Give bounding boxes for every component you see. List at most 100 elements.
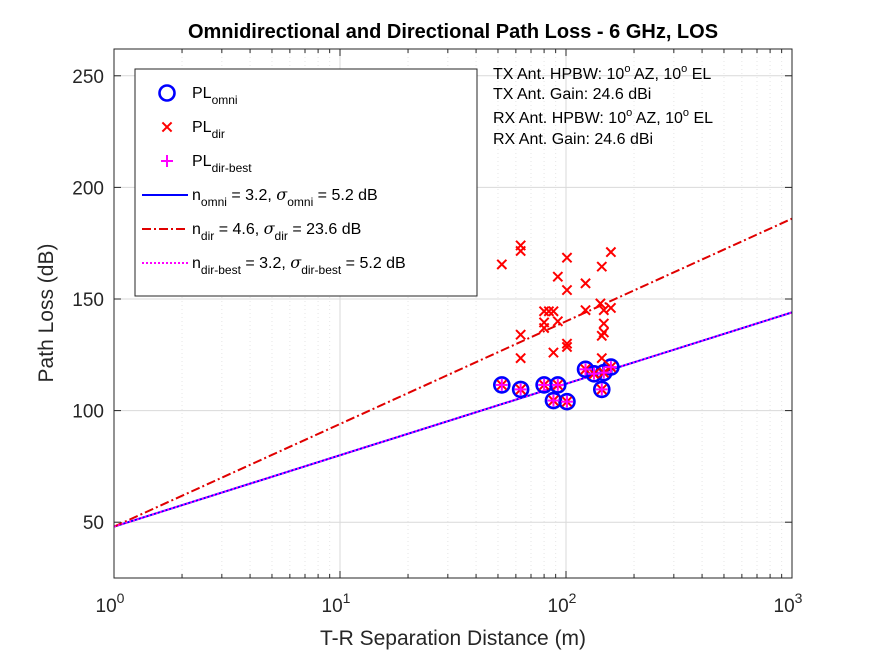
x-tick-exponent: 2 — [569, 590, 577, 606]
data-point-dir — [515, 329, 526, 341]
legend-label-part: n — [192, 255, 201, 272]
x-tick-base: 10 — [96, 596, 117, 617]
x-marker-stroke — [548, 347, 559, 358]
x-tick-label: 103 — [774, 590, 803, 617]
data-point-dir — [552, 316, 564, 327]
data-point-dir — [605, 302, 617, 314]
data-point-dir — [580, 278, 591, 289]
legend-label-omni: PLomni — [192, 85, 238, 107]
legend-label-part: dir — [275, 229, 288, 243]
legend-label-part: 5.2 dB — [359, 255, 405, 272]
x-marker-stroke — [596, 352, 608, 364]
data-point-dir — [605, 246, 617, 258]
x-tick-exponent: 1 — [343, 590, 351, 606]
legend-label-dir: PLdir — [192, 119, 225, 141]
legend-label-part: 3.2 — [259, 255, 281, 272]
legend-label-part: 3.2 — [245, 187, 267, 204]
x-marker-stroke — [543, 305, 555, 317]
y-tick-label: 50 — [83, 513, 104, 534]
legend-label-part: = — [214, 221, 232, 238]
data-point-dir-best — [595, 383, 608, 396]
data-point-dir-best — [604, 361, 617, 374]
data-point-dir-best — [551, 378, 564, 391]
data-point-dir-best — [538, 378, 551, 391]
legend-label-main: PL — [192, 153, 212, 170]
data-point-dir — [548, 305, 559, 317]
fit-lines — [113, 217, 793, 528]
legend-marker-dir — [161, 121, 173, 133]
data-point-omni — [493, 376, 511, 394]
x-marker-stroke — [548, 305, 559, 317]
legend-label-part: , — [255, 221, 264, 238]
legend-label-part: omni — [201, 195, 227, 209]
legend-label-part: dir-best — [301, 263, 342, 277]
legend-label-sub: dir — [212, 127, 225, 141]
x-tick-exponent: 0 — [117, 590, 125, 606]
legend-label-part: = — [288, 221, 306, 238]
data-point-dir — [598, 318, 610, 329]
data-point-dir — [598, 327, 610, 338]
x-tick-base: 10 — [774, 596, 795, 617]
x-marker-stroke — [598, 304, 610, 316]
y-tick-label: 200 — [72, 178, 104, 199]
legend-label-sub: dir-best — [212, 161, 253, 175]
data-point-dir-best — [579, 363, 592, 376]
data-point-dir-best — [495, 378, 508, 391]
legend-label-part: = — [313, 187, 331, 204]
plot-frame — [113, 48, 793, 579]
data-point-dir — [515, 352, 526, 364]
data-point-dir-best — [514, 383, 527, 396]
legend-label-main: PL — [192, 119, 212, 136]
x-marker-stroke — [580, 278, 591, 289]
legend-label-part: = — [341, 255, 359, 272]
y-tick-label: 100 — [72, 402, 104, 423]
y-axis-label: Path Loss (dB) — [35, 244, 58, 383]
data-point-dir — [538, 322, 550, 334]
fit-line-fit-dir_best — [113, 311, 793, 528]
tx-gain-annotation: TX Ant. Gain: 24.6 dBi — [493, 86, 651, 103]
x-marker-stroke — [161, 121, 173, 133]
y-tick-label: 150 — [72, 290, 104, 311]
data-point-dir-best — [587, 367, 600, 380]
x-tick-label: 101 — [322, 590, 351, 617]
legend-label-part: n — [192, 187, 201, 204]
legend-label-sub: omni — [212, 93, 238, 107]
x-marker-stroke — [561, 284, 573, 296]
data-point-dir-best — [597, 366, 610, 379]
x-marker-stroke — [561, 338, 573, 349]
legend-marker-dir-best — [161, 155, 173, 167]
tx-hpbw-annotation: TX Ant. HPBW: 10o AZ, 10o EL — [493, 63, 711, 83]
data-point-omni — [592, 380, 611, 399]
legend-label-part: dir-best — [201, 263, 242, 277]
x-marker-stroke — [515, 329, 526, 341]
legend-label-fit-dir_best: ndir-best = 3.2, σdir-best = 5.2 dB — [192, 253, 406, 277]
x-tick-label: 100 — [96, 590, 125, 617]
legend-label-main: PL — [192, 85, 212, 102]
x-marker-stroke — [561, 341, 573, 353]
rx-hpbw-annotation: RX Ant. HPBW: 10o AZ, 10o EL — [493, 107, 713, 127]
data-point-omni — [549, 376, 567, 394]
data-point-dir — [595, 298, 606, 309]
chart-title: Omnidirectional and Directional Path Los… — [188, 21, 718, 43]
legend-label-fit-dir: ndir = 4.6, σdir = 23.6 dB — [192, 219, 361, 243]
x-tick-base: 10 — [548, 596, 569, 617]
fit-line-fit-dir — [113, 217, 793, 528]
x-marker-stroke — [496, 259, 508, 270]
x-tick-exponent: 3 — [795, 590, 803, 606]
rx-gain-annotation: RX Ant. Gain: 24.6 dBi — [493, 131, 653, 148]
x-marker-stroke — [538, 322, 550, 334]
y-tick-label: 250 — [72, 67, 104, 88]
x-marker-stroke — [580, 304, 591, 316]
data-point-dir-best — [560, 395, 573, 408]
x-tick-base: 10 — [322, 596, 343, 617]
x-marker-stroke — [515, 245, 526, 257]
legend-label-part: 23.6 dB — [306, 221, 361, 238]
x-marker-stroke — [605, 246, 617, 258]
legend-label-part: , — [281, 255, 290, 272]
legend-label-fit-omni: nomni = 3.2, σomni = 5.2 dB — [192, 185, 378, 209]
x-marker-stroke — [595, 298, 606, 309]
data-markers — [493, 240, 620, 411]
data-point-omni — [558, 392, 576, 411]
